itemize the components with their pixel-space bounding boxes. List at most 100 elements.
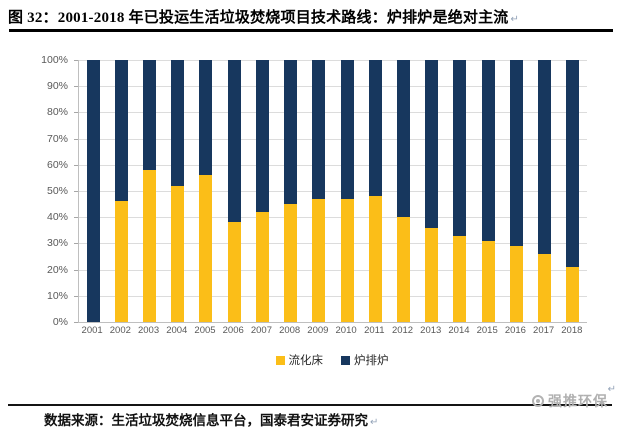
bar-slot: [135, 60, 163, 322]
title-underline: [9, 29, 613, 32]
bars: [79, 60, 587, 322]
legend-item: 流化床: [275, 352, 324, 368]
y-axis-tick-label: 80%: [46, 106, 68, 119]
x-axis-label: 2004: [166, 325, 188, 336]
y-axis-tick: [74, 322, 78, 323]
y-axis-tick-label: 100%: [41, 54, 68, 66]
y-axis-tick-label: 90%: [46, 80, 68, 93]
bar-segment-fluidized-bed: [227, 222, 241, 322]
paragraph-return-mark: ↵: [510, 14, 520, 25]
x-axis-label: 2015: [476, 325, 498, 336]
y-axis-tick: [74, 191, 78, 192]
bar-segment-grate-furnace: [397, 60, 411, 218]
bar-segment-fluidized-bed: [284, 204, 298, 322]
x-axis-label: 2001: [81, 325, 103, 336]
stacked-bar: [199, 60, 213, 322]
bar-segment-fluidized-bed: [312, 198, 326, 322]
y-axis-tick: [74, 86, 78, 88]
bar-slot: [79, 60, 107, 322]
y-axis-tick: [74, 112, 78, 114]
bar-slot: [305, 60, 333, 322]
y-axis-tick-label: 40%: [46, 211, 68, 224]
gridline: [79, 112, 587, 114]
bar-segment-grate-furnace: [368, 60, 382, 197]
watermark-text: 强推环保: [548, 393, 608, 409]
legend-label: 炉排炉: [354, 355, 389, 367]
bar-segment-grate-furnace: [453, 60, 467, 236]
y-axis-tick: [74, 243, 78, 245]
bar-segment-fluidized-bed: [425, 227, 439, 322]
stacked-bar: [143, 60, 157, 322]
y-axis-tick: [74, 295, 78, 297]
stacked-bar: [171, 60, 185, 322]
figure-title: 图 32：2001-2018 年已投运生活垃圾焚烧项目技术路线：炉排炉是绝对主流…: [8, 6, 612, 27]
y-axis-tick-label: 50%: [46, 185, 68, 197]
bar-slot: [220, 60, 248, 322]
x-axis-label: 2002: [109, 325, 131, 336]
x-axis-label: 2012: [391, 325, 414, 336]
watermark-logo-icon: [532, 395, 544, 407]
bar-slot: [192, 60, 220, 322]
bar-slot: [164, 60, 192, 322]
bar-segment-grate-furnace: [86, 60, 100, 322]
legend-label: 流化床: [288, 355, 324, 367]
bar-segment-grate-furnace: [425, 60, 439, 228]
stacked-bar: [86, 60, 100, 322]
gridline: [79, 164, 587, 166]
bar-slot: [531, 60, 559, 322]
stacked-bar: [284, 60, 298, 322]
x-axis-label: 2010: [335, 325, 357, 336]
stacked-bar: [340, 60, 354, 322]
bar-segment-grate-furnace: [566, 60, 580, 267]
bar-segment-grate-furnace: [227, 60, 241, 223]
y-axis-tick-label: 10%: [46, 289, 68, 302]
y-axis-tick: [74, 138, 78, 140]
x-axis-label: 2003: [137, 325, 160, 336]
paragraph-return-mark: ↵: [607, 384, 616, 395]
x-axis-label: 2013: [420, 325, 442, 336]
stacked-bar: [425, 60, 439, 322]
bar-segment-grate-furnace: [114, 60, 128, 202]
stacked-bar: [255, 60, 269, 322]
bar-segment-fluidized-bed: [368, 196, 382, 322]
bar-segment-grate-furnace: [312, 60, 326, 199]
gridline: [79, 191, 587, 192]
x-axis-label: 2007: [250, 325, 272, 336]
bar-slot: [333, 60, 361, 322]
stacked-bar: [227, 60, 241, 322]
gridline: [79, 217, 587, 219]
bar-slot: [474, 60, 502, 322]
y-axis-tick-label: 30%: [46, 237, 68, 250]
x-axis: 2001 2002 2003 2004 2005 2006 2007 2008 2009 2010…: [78, 325, 586, 339]
bar-segment-grate-furnace: [340, 60, 354, 199]
y-axis-tick: [74, 217, 78, 219]
bar-segment-grate-furnace: [509, 60, 523, 247]
x-axis-label: 2006: [222, 325, 244, 336]
stacked-bar: [114, 60, 128, 322]
x-axis-label: 2005: [194, 325, 216, 336]
stacked-bar: [481, 60, 495, 322]
bar-slot: [248, 60, 276, 322]
legend-item: 炉排炉: [341, 352, 389, 368]
bar-segment-fluidized-bed: [171, 185, 185, 322]
bar-segment-fluidized-bed: [340, 198, 354, 322]
gridline: [79, 295, 587, 297]
y-axis-tick: [74, 164, 78, 166]
gridline: [79, 86, 587, 88]
x-axis-label: 2014: [448, 325, 470, 336]
x-axis-label: 2016: [504, 325, 526, 336]
bar-slot: [446, 60, 474, 322]
bar-slot: [361, 60, 389, 322]
footer-divider: [8, 404, 612, 406]
watermark: 强推环保: [532, 391, 608, 411]
bar-slot: [107, 60, 135, 322]
x-axis-label: 2017: [533, 325, 555, 336]
stacked-bar: [397, 60, 411, 322]
bar-segment-fluidized-bed: [481, 240, 495, 322]
bar-segment-grate-furnace: [284, 60, 298, 205]
bar-segment-grate-furnace: [481, 60, 495, 241]
x-axis-label: 2008: [279, 325, 301, 336]
gridline: [79, 60, 587, 61]
y-axis-tick-label: 70%: [46, 132, 68, 145]
stacked-bar: [538, 60, 552, 322]
